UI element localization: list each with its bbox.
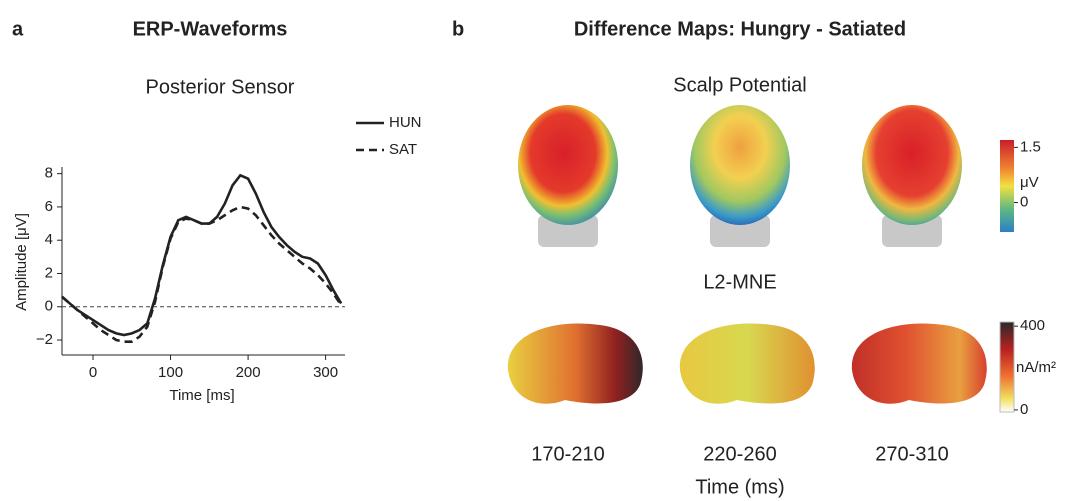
- colorbar: [1000, 322, 1014, 412]
- panel-label: b: [452, 18, 464, 40]
- chart-subtitle: Posterior Sensor: [146, 76, 295, 98]
- time-window: 170-210: [531, 443, 604, 465]
- x-axis-label: Time (ms): [695, 476, 784, 498]
- panel-label: a: [12, 18, 24, 40]
- x-tick-label: 0: [89, 364, 97, 381]
- y-tick-label: 8: [45, 165, 53, 182]
- row-title: L2-MNE: [703, 271, 776, 293]
- y-axis-label: Amplitude [μV]: [13, 213, 30, 311]
- colorbar-unit: μV: [1020, 174, 1039, 191]
- legend-label: HUN: [389, 114, 422, 131]
- brain-map: [852, 323, 987, 403]
- line-chart: −2 0 2 4 6 8 0 100 200 300 HUN SAT: [36, 114, 422, 381]
- time-window: 220-260: [703, 443, 776, 465]
- scalp-map: [862, 105, 962, 225]
- brain-map: [508, 323, 643, 403]
- figure: a ERP-Waveforms Posterior Sensor Time [m…: [0, 0, 1075, 501]
- series-line: [62, 175, 341, 335]
- x-tick-label: 200: [236, 364, 261, 381]
- x-tick-label: 300: [313, 364, 338, 381]
- brain-map: [680, 323, 815, 403]
- legend-label: SAT: [389, 141, 417, 158]
- x-axis-label: Time [ms]: [169, 387, 234, 404]
- colorbar-tick-label: 1.5: [1020, 138, 1041, 155]
- scalp-map: [690, 105, 790, 225]
- scalp-maps: [518, 105, 962, 247]
- y-tick-label: 0: [45, 298, 53, 315]
- colorbar-tick-label: 0: [1020, 401, 1028, 418]
- x-tick-label: 100: [158, 364, 183, 381]
- colorbar: [1000, 140, 1014, 232]
- chart-title: ERP-Waveforms: [133, 18, 288, 40]
- time-window: 270-310: [875, 443, 948, 465]
- scalp-map: [518, 105, 618, 225]
- y-tick-label: 4: [45, 231, 53, 248]
- series-line: [62, 207, 341, 342]
- colorbar-unit: nA/m²: [1016, 359, 1056, 376]
- panel-title: Difference Maps: Hungry - Satiated: [574, 18, 906, 40]
- y-tick-label: 2: [45, 264, 53, 281]
- row-title: Scalp Potential: [673, 74, 806, 96]
- colorbar-tick-label: 400: [1020, 317, 1045, 334]
- colorbar-tick-label: 0: [1020, 194, 1028, 211]
- y-tick-label: 6: [45, 198, 53, 215]
- page: a ERP-Waveforms Posterior Sensor Time [m…: [0, 0, 1075, 501]
- y-tick-label: −2: [36, 331, 53, 348]
- brain-maps: [508, 323, 987, 403]
